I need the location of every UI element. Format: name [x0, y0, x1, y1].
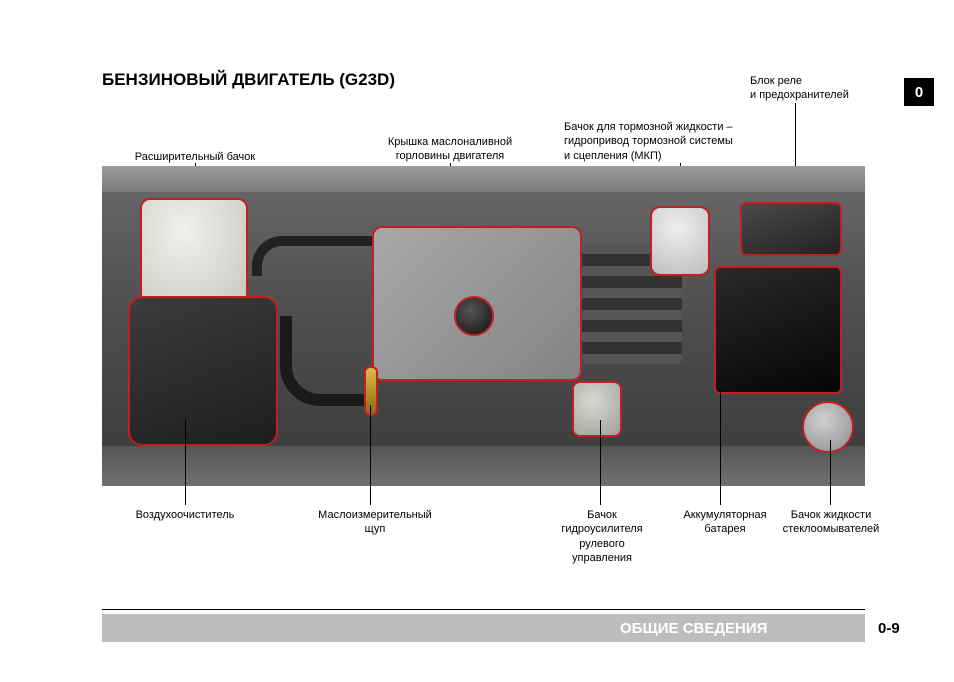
- leader: [370, 405, 371, 505]
- label-dipstick: Маслоизмерительный щуп: [300, 508, 450, 537]
- label-oilcap-l2: горловины двигателя: [396, 150, 504, 162]
- leader: [600, 420, 601, 505]
- section-title: БЕНЗИНОВЫЙ ДВИГАТЕЛЬ (G23D): [102, 70, 395, 90]
- bumper-edge: [102, 446, 865, 486]
- oil-dipstick: [364, 366, 378, 416]
- label-ps: Бачок гидроусилителя рулевого управления: [552, 508, 652, 565]
- chapter-tab-label: 0: [915, 84, 923, 101]
- label-fuse-l2: и предохранителей: [750, 89, 849, 101]
- coolant-reservoir: [140, 198, 248, 306]
- label-oilcap-l1: Крышка маслоналивной: [388, 136, 512, 148]
- hose: [280, 316, 370, 406]
- label-brake-l2: гидропривод тормозной системы: [564, 135, 733, 147]
- label-bat-l1: Аккумуляторная: [683, 509, 766, 521]
- washer-reservoir: [802, 401, 854, 453]
- label-ps-l3: рулевого: [579, 538, 625, 550]
- label-ps-l4: управления: [572, 552, 632, 564]
- label-air: Воздухоочиститель: [120, 508, 250, 522]
- air-cleaner: [128, 296, 278, 446]
- page-number: 0-9: [878, 620, 900, 637]
- label-battery: Аккумуляторная батарея: [670, 508, 780, 537]
- label-washer: Бачок жидкости стеклоомывателей: [776, 508, 886, 537]
- label-wash-l2: стеклоомывателей: [783, 523, 880, 535]
- chapter-tab: 0: [904, 78, 934, 106]
- label-fuse: Блок реле и предохранителей: [750, 74, 890, 103]
- leader: [185, 420, 186, 505]
- label-bat-l2: батарея: [704, 523, 745, 535]
- footer-section: ОБЩИЕ СВЕДЕНИЯ: [620, 620, 767, 637]
- label-brake: Бачок для тормозной жидкости – гидроприв…: [564, 120, 784, 163]
- label-fuse-l1: Блок реле: [750, 75, 802, 87]
- label-ps-l2: гидроусилителя: [561, 523, 642, 535]
- page: { "title": "БЕНЗИНОВЫЙ ДВИГАТЕЛЬ (G23D)"…: [0, 0, 954, 682]
- label-dip-l1: Маслоизмерительный: [318, 509, 432, 521]
- label-oilcap: Крышка маслоналивной горловины двигателя: [360, 135, 540, 164]
- hose: [252, 236, 372, 276]
- leader: [830, 440, 831, 505]
- hood-edge: [102, 166, 865, 192]
- label-brake-l3: и сцепления (МКП): [564, 150, 662, 162]
- oil-filler-cap: [454, 296, 494, 336]
- brake-fluid-reservoir: [650, 206, 710, 276]
- power-steering-reservoir: [572, 381, 622, 437]
- fuse-relay-box: [740, 202, 842, 256]
- battery: [714, 266, 842, 394]
- leader: [720, 390, 721, 505]
- label-ps-l1: Бачок: [587, 509, 617, 521]
- engine-bay-photo: [102, 166, 865, 486]
- footer-rule: [102, 609, 865, 610]
- label-wash-l1: Бачок жидкости: [791, 509, 871, 521]
- label-brake-l1: Бачок для тормозной жидкости –: [564, 121, 733, 133]
- label-dip-l2: щуп: [365, 523, 386, 535]
